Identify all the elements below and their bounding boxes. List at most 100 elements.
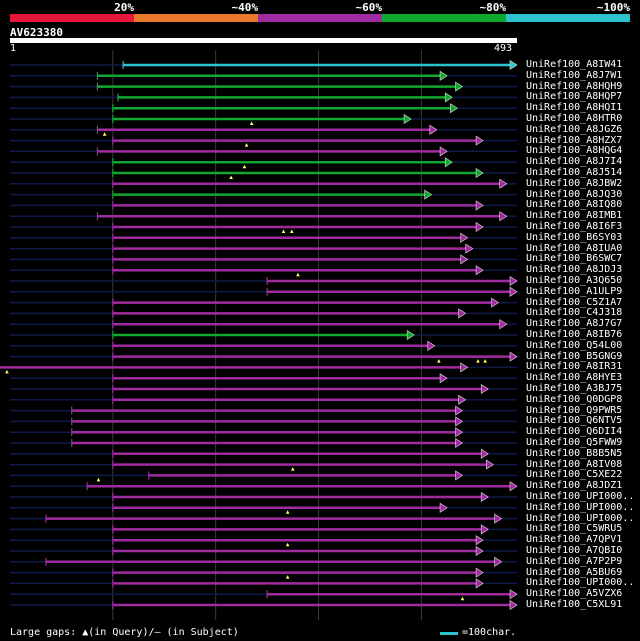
legend-segment-100 [506,14,630,22]
hit-label[interactable]: UniRef100_UPI000.. [526,577,635,589]
hit-label[interactable]: UniRef100_A8HQH9 [526,80,623,92]
hit-label[interactable]: UniRef100_A8HQG4 [526,145,623,157]
hit-arrowhead [406,329,415,341]
hit-label[interactable]: UniRef100_A8JDJ3 [526,264,623,276]
hit-label[interactable]: UniRef100_A3Q650 [526,275,623,286]
hit-label[interactable]: UniRef100_A7QPV1 [526,534,623,546]
hit-label[interactable]: UniRef100_A3BJ75 [526,383,623,394]
hit-arrowhead [475,545,484,557]
query-gap-marker [96,477,101,482]
hit-arrowhead [475,567,484,578]
hit-label[interactable]: UniRef100_B5GNG9 [526,350,623,362]
hit-label[interactable]: UniRef100_A8JBW2 [526,177,623,189]
legend-label-80: ~80% [479,1,507,14]
hit-label[interactable]: UniRef100_C4J318 [526,307,623,319]
hit-arrowhead [458,394,467,405]
hit-label[interactable]: UniRef100_A8IMB1 [526,210,623,222]
hit-label[interactable]: UniRef100_B6SWC7 [526,253,623,265]
hit-label[interactable]: UniRef100_A8IQ80 [526,199,623,211]
hit-arrowhead [439,373,448,384]
hit-label[interactable]: UniRef100_Q9PWR5 [526,404,623,416]
query-gap-marker [483,359,487,363]
hit-label[interactable]: UniRef100_A8J7I4 [526,156,623,168]
hit-arrowhead [494,556,503,567]
query-gap-marker [5,369,9,374]
hit-label[interactable]: UniRef100_A8HQP7 [526,91,623,103]
query-gap-marker [244,143,249,147]
hit-label[interactable]: UniRef100_A8HZX7 [526,134,623,146]
query-gap-marker [242,164,247,169]
legend-segment-60 [258,14,382,22]
hit-arrowhead [480,491,489,503]
hit-arrowhead [455,81,464,92]
hit-label[interactable]: UniRef100_C5XE22 [526,469,623,481]
hit-arrowhead [460,232,469,243]
hit-arrowhead [455,405,464,416]
hit-label[interactable]: UniRef100_Q54L00 [526,339,623,351]
hit-arrowhead [439,146,448,157]
scale-legend: =100char. [462,627,517,638]
hit-label[interactable]: UniRef100_UPI000.. [526,512,635,524]
hit-arrowhead [444,157,453,168]
hit-arrowhead [444,92,453,103]
query-gap-marker [460,596,465,601]
hit-label[interactable]: UniRef100_A7QBI0 [526,545,623,556]
hit-label[interactable]: UniRef100_A8I6F3 [526,221,623,232]
hit-label[interactable]: UniRef100_Q6NTV5 [526,415,623,427]
hit-label[interactable]: UniRef100_A8JQ30 [526,188,623,200]
hit-label[interactable]: UniRef100_UPI000.. [526,491,635,502]
hit-label[interactable]: UniRef100_Q5FWW9 [526,437,623,448]
hit-arrowhead [450,103,458,114]
hit-label[interactable]: UniRef100_B8B5N5 [526,447,623,459]
query-gap-marker [285,575,290,579]
hit-arrowhead [494,513,503,524]
hit-label[interactable]: UniRef100_Q0DGP8 [526,393,623,405]
hit-label[interactable]: UniRef100_A8JGZ6 [526,123,623,135]
hit-label[interactable]: UniRef100_A8IR31 [526,361,623,373]
hit-label[interactable]: UniRef100_UPI000.. [526,501,635,513]
hit-arrowhead [475,535,484,546]
hit-label[interactable]: UniRef100_Q6DII4 [526,426,623,438]
hit-label[interactable]: UniRef100_C5XL91 [526,599,623,610]
query-gap-marker [249,121,254,125]
legend-segment-80 [382,14,506,22]
hit-label[interactable]: UniRef100_A8IV08 [526,458,623,470]
hit-arrowhead [480,383,489,395]
hit-label[interactable]: UniRef100_A8IUA0 [526,242,623,254]
hit-arrowhead [475,167,484,179]
hit-label[interactable]: UniRef100_A7P2P9 [526,555,623,567]
hit-label[interactable]: UniRef100_A8J514 [526,167,623,178]
hit-label[interactable]: UniRef100_B6SY03 [526,231,623,243]
hit-arrowhead [427,340,436,351]
hit-arrowhead [509,589,518,600]
hit-label[interactable]: UniRef100_A8JDZ1 [526,480,623,492]
hit-arrowhead [509,351,518,362]
hit-arrowhead [509,59,518,71]
hit-arrowhead [475,265,484,276]
hit-arrowhead [499,319,508,330]
hit-label[interactable]: UniRef100_A5BU69 [526,566,623,578]
hit-label[interactable]: UniRef100_A8IW41 [526,59,623,70]
hit-label[interactable]: UniRef100_C5Z1A7 [526,296,623,308]
hit-label[interactable]: UniRef100_A8J7W1 [526,69,623,81]
query-bar [10,38,517,43]
hit-label[interactable]: UniRef100_A8IB76 [526,329,623,340]
query-gap-marker [291,467,295,471]
hit-label[interactable]: UniRef100_A8HTR0 [526,113,623,124]
hit-arrowhead [460,254,469,265]
query-gap-marker [102,132,107,136]
hit-label[interactable]: UniRef100_A8HQI1 [526,102,623,114]
hit-label[interactable]: UniRef100_A1ULP9 [526,285,623,297]
hit-arrowhead [475,135,484,146]
hit-label[interactable]: UniRef100_A5VZX6 [526,588,623,600]
query-gap-marker [476,359,480,363]
gaps-legend: Large gaps: ▲(in Query)/– (in Subject) [10,627,239,638]
hit-label[interactable]: UniRef100_C5WRU5 [526,523,623,535]
query-start: 1 [10,43,17,54]
hit-arrowhead [455,437,464,449]
hit-label[interactable]: UniRef100_A8HYE3 [526,372,623,384]
hit-label[interactable]: UniRef100_A8J7G7 [526,318,623,330]
query-gap-marker [437,359,441,363]
query-gap-marker [285,542,290,547]
